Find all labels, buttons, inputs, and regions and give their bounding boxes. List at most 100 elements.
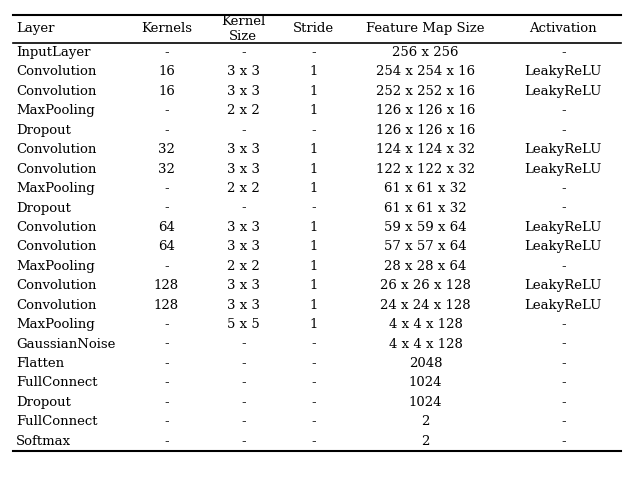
- Text: -: -: [561, 104, 566, 117]
- Text: 124 x 124 x 32: 124 x 124 x 32: [376, 143, 475, 156]
- Text: -: -: [561, 357, 566, 370]
- Text: Convolution: Convolution: [16, 279, 97, 292]
- Text: 1: 1: [309, 241, 318, 253]
- Text: Convolution: Convolution: [16, 85, 97, 98]
- Text: 3 x 3: 3 x 3: [227, 163, 260, 175]
- Text: FullConnect: FullConnect: [16, 377, 97, 389]
- Text: 3 x 3: 3 x 3: [227, 279, 260, 292]
- Text: 1: 1: [309, 85, 318, 98]
- Text: -: -: [561, 46, 566, 59]
- Text: Feature Map Size: Feature Map Size: [366, 22, 485, 35]
- Text: 2 x 2: 2 x 2: [227, 182, 260, 195]
- Text: -: -: [311, 396, 316, 409]
- Text: LeakyReLU: LeakyReLU: [525, 299, 602, 312]
- Text: LeakyReLU: LeakyReLU: [525, 163, 602, 175]
- Text: -: -: [561, 124, 566, 137]
- Text: -: -: [164, 338, 169, 350]
- Text: 2 x 2: 2 x 2: [227, 104, 260, 117]
- Text: 3 x 3: 3 x 3: [227, 221, 260, 234]
- Text: -: -: [164, 435, 169, 448]
- Text: 1: 1: [309, 66, 318, 78]
- Text: -: -: [561, 416, 566, 428]
- Text: -: -: [164, 124, 169, 137]
- Text: 1024: 1024: [409, 396, 442, 409]
- Text: 32: 32: [158, 163, 175, 175]
- Text: 59 x 59 x 64: 59 x 59 x 64: [384, 221, 467, 234]
- Text: -: -: [164, 260, 169, 273]
- Text: Layer: Layer: [16, 22, 54, 35]
- Text: 126 x 126 x 16: 126 x 126 x 16: [376, 104, 476, 117]
- Text: 4 x 4 x 128: 4 x 4 x 128: [388, 318, 463, 331]
- Text: 4 x 4 x 128: 4 x 4 x 128: [388, 338, 463, 350]
- Text: 64: 64: [158, 221, 175, 234]
- Text: 2: 2: [421, 435, 430, 448]
- Text: Dropout: Dropout: [16, 396, 71, 409]
- Text: LeakyReLU: LeakyReLU: [525, 143, 602, 156]
- Text: 24 x 24 x 128: 24 x 24 x 128: [380, 299, 471, 312]
- Text: 3 x 3: 3 x 3: [227, 299, 260, 312]
- Text: 3 x 3: 3 x 3: [227, 241, 260, 253]
- Text: LeakyReLU: LeakyReLU: [525, 66, 602, 78]
- Text: LeakyReLU: LeakyReLU: [525, 279, 602, 292]
- Text: -: -: [241, 46, 246, 59]
- Text: Convolution: Convolution: [16, 66, 97, 78]
- Text: 254 x 254 x 16: 254 x 254 x 16: [376, 66, 475, 78]
- Text: FullConnect: FullConnect: [16, 416, 97, 428]
- Text: -: -: [241, 124, 246, 137]
- Text: -: -: [241, 435, 246, 448]
- Text: 16: 16: [158, 85, 175, 98]
- Text: -: -: [241, 396, 246, 409]
- Text: -: -: [561, 318, 566, 331]
- Text: 57 x 57 x 64: 57 x 57 x 64: [384, 241, 467, 253]
- Text: -: -: [561, 260, 566, 273]
- Text: 3 x 3: 3 x 3: [227, 85, 260, 98]
- Text: -: -: [164, 357, 169, 370]
- Text: -: -: [241, 357, 246, 370]
- Text: 2048: 2048: [409, 357, 442, 370]
- Text: -: -: [561, 182, 566, 195]
- Text: GaussianNoise: GaussianNoise: [16, 338, 115, 350]
- Text: Convolution: Convolution: [16, 163, 97, 175]
- Text: -: -: [561, 435, 566, 448]
- Text: Convolution: Convolution: [16, 143, 97, 156]
- Text: 1: 1: [309, 279, 318, 292]
- Text: -: -: [561, 338, 566, 350]
- Text: -: -: [164, 377, 169, 389]
- Text: 1024: 1024: [409, 377, 442, 389]
- Text: MaxPooling: MaxPooling: [16, 260, 95, 273]
- Text: 5 x 5: 5 x 5: [227, 318, 260, 331]
- Text: -: -: [311, 46, 316, 59]
- Text: Convolution: Convolution: [16, 221, 97, 234]
- Text: 128: 128: [154, 299, 179, 312]
- Text: 61 x 61 x 32: 61 x 61 x 32: [384, 202, 467, 214]
- Text: 16: 16: [158, 66, 175, 78]
- Text: 1: 1: [309, 163, 318, 175]
- Text: 128: 128: [154, 279, 179, 292]
- Text: LeakyReLU: LeakyReLU: [525, 85, 602, 98]
- Text: 61 x 61 x 32: 61 x 61 x 32: [384, 182, 467, 195]
- Text: 2 x 2: 2 x 2: [227, 260, 260, 273]
- Text: Stride: Stride: [293, 22, 334, 35]
- Text: 256 x 256: 256 x 256: [392, 46, 459, 59]
- Text: MaxPooling: MaxPooling: [16, 182, 95, 195]
- Text: Kernel
Size: Kernel Size: [221, 15, 266, 43]
- Text: MaxPooling: MaxPooling: [16, 104, 95, 117]
- Text: -: -: [311, 435, 316, 448]
- Text: -: -: [164, 46, 169, 59]
- Text: Convolution: Convolution: [16, 241, 97, 253]
- Text: Activation: Activation: [529, 22, 597, 35]
- Text: 1: 1: [309, 182, 318, 195]
- Text: -: -: [561, 377, 566, 389]
- Text: 26 x 26 x 128: 26 x 26 x 128: [380, 279, 471, 292]
- Text: 1: 1: [309, 318, 318, 331]
- Text: 1: 1: [309, 221, 318, 234]
- Text: -: -: [164, 202, 169, 214]
- Text: 122 x 122 x 32: 122 x 122 x 32: [376, 163, 475, 175]
- Text: -: -: [311, 416, 316, 428]
- Text: -: -: [241, 338, 246, 350]
- Text: 64: 64: [158, 241, 175, 253]
- Text: -: -: [241, 202, 246, 214]
- Text: 1: 1: [309, 143, 318, 156]
- Text: -: -: [164, 396, 169, 409]
- Text: 3 x 3: 3 x 3: [227, 66, 260, 78]
